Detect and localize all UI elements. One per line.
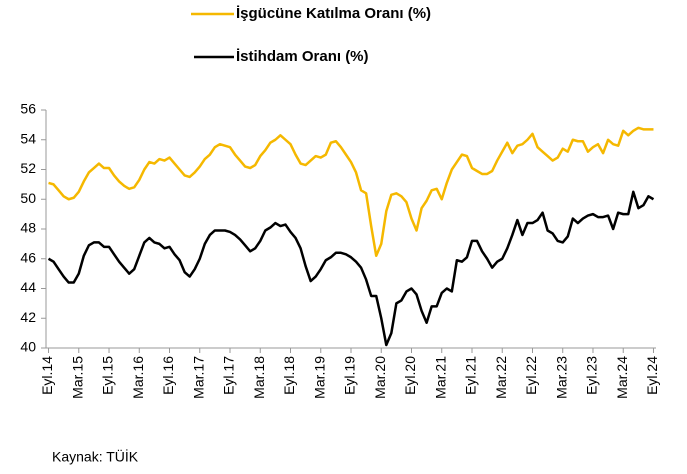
x-tick-label: Mar.17: [190, 356, 206, 399]
x-tick-label: Eyl.21: [463, 356, 479, 395]
x-tick-label: Eyl.15: [100, 356, 116, 395]
x-tick-label: Eyl.18: [281, 356, 297, 395]
y-tick-label: 48: [20, 220, 36, 236]
y-tick-label: 50: [20, 190, 36, 206]
x-tick-label: Eyl.17: [221, 356, 237, 395]
y-tick-label: 40: [20, 339, 36, 355]
x-tick-label: Eyl.22: [523, 356, 539, 395]
x-tick-label: Eyl.16: [160, 356, 176, 395]
x-tick-label: Eyl.14: [39, 356, 55, 395]
y-tick-label: 56: [20, 101, 36, 117]
legend-label: İstihdam Oranı (%): [236, 48, 369, 65]
y-tick-label: 52: [20, 160, 36, 176]
series-line: [48, 126, 654, 258]
x-tick-label: Eyl.19: [342, 356, 358, 395]
y-tick-label: 54: [20, 130, 36, 146]
x-tick-label: Mar.22: [493, 356, 509, 399]
x-tick-label: Mar.18: [251, 356, 267, 399]
x-tick-label: Mar.19: [311, 356, 327, 399]
x-tick-label: Mar.16: [130, 356, 146, 399]
x-tick-label: Mar.23: [553, 356, 569, 399]
x-tick-label: Eyl.20: [402, 356, 418, 395]
y-tick-label: 46: [20, 249, 36, 265]
x-tick-label: Mar.15: [69, 356, 85, 399]
source-note: Kaynak: TÜİK: [52, 448, 139, 465]
y-tick-label: 42: [20, 309, 36, 325]
x-tick-label: Mar.21: [432, 356, 448, 399]
x-tick-label: Eyl.23: [584, 356, 600, 395]
x-tick-label: Eyl.24: [644, 356, 660, 395]
y-tick-label: 44: [20, 279, 36, 295]
series-line: [47, 190, 655, 347]
x-tick-label: Mar.24: [614, 356, 630, 399]
x-tick-label: Mar.20: [372, 356, 388, 399]
legend-label: İşgücüne Katılma Oranı (%): [236, 5, 431, 22]
